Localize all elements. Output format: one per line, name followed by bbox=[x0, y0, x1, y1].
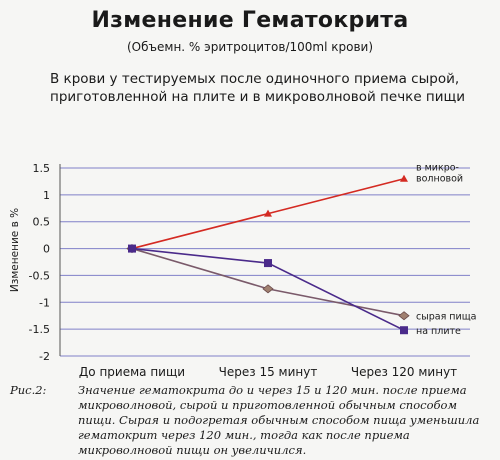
y-tick-label: 0 bbox=[43, 243, 50, 256]
data-point-square bbox=[400, 326, 408, 335]
y-tick-label: 0.5 bbox=[33, 216, 51, 229]
y-tick-labels: 1.5 1 0.5 0 -0.5 -1 -1.5 -2 bbox=[29, 162, 50, 363]
series-label: на плите bbox=[416, 326, 461, 337]
x-tick-label: Через 15 минут bbox=[219, 365, 318, 379]
data-point-triangle bbox=[264, 209, 272, 217]
y-tick-label: -2 bbox=[39, 350, 50, 363]
series-group bbox=[126, 174, 410, 335]
y-tick-label: 1.5 bbox=[33, 162, 51, 175]
x-tick-labels: До приема пищи Через 15 минут Через 120 ми… bbox=[79, 365, 457, 379]
caption-label: Рис.2: bbox=[10, 383, 47, 397]
data-point-diamond bbox=[262, 284, 274, 294]
series-label: сырая пища bbox=[416, 312, 476, 323]
data-point-diamond bbox=[398, 311, 410, 321]
y-axis-label: Изменение в % bbox=[9, 208, 21, 292]
series-label: в микро- bbox=[416, 163, 459, 174]
data-point-square bbox=[264, 259, 272, 268]
hematocrit-line-chart: 1.5 1 0.5 0 -0.5 -1 -1.5 -2 До приема пищи Через… bbox=[9, 162, 476, 379]
caption-text: Значение гематокрита до и через 15 и 120… bbox=[78, 383, 480, 457]
chart-subtitle: (Объемн. % эритроцитов/100ml крови) bbox=[127, 40, 373, 54]
y-tick-label: -0.5 bbox=[29, 269, 50, 282]
x-tick-label: Через 120 минут bbox=[351, 365, 457, 379]
chart-title: Изменение Гематокрита bbox=[91, 8, 409, 33]
series-labels: в микро-волновой сырая пища на плите bbox=[416, 163, 476, 337]
y-tick-label: 1 bbox=[43, 189, 50, 202]
data-point-square bbox=[128, 244, 136, 253]
series-line bbox=[131, 247, 405, 317]
y-tick-label: -1.5 bbox=[29, 323, 50, 336]
data-point-triangle bbox=[400, 174, 408, 182]
series-label: волновой bbox=[416, 174, 463, 185]
x-tick-label: До приема пищи bbox=[79, 365, 185, 379]
y-tick-label: -1 bbox=[39, 296, 50, 309]
chart-description: В крови у тестируемых после одиночного п… bbox=[50, 71, 466, 105]
